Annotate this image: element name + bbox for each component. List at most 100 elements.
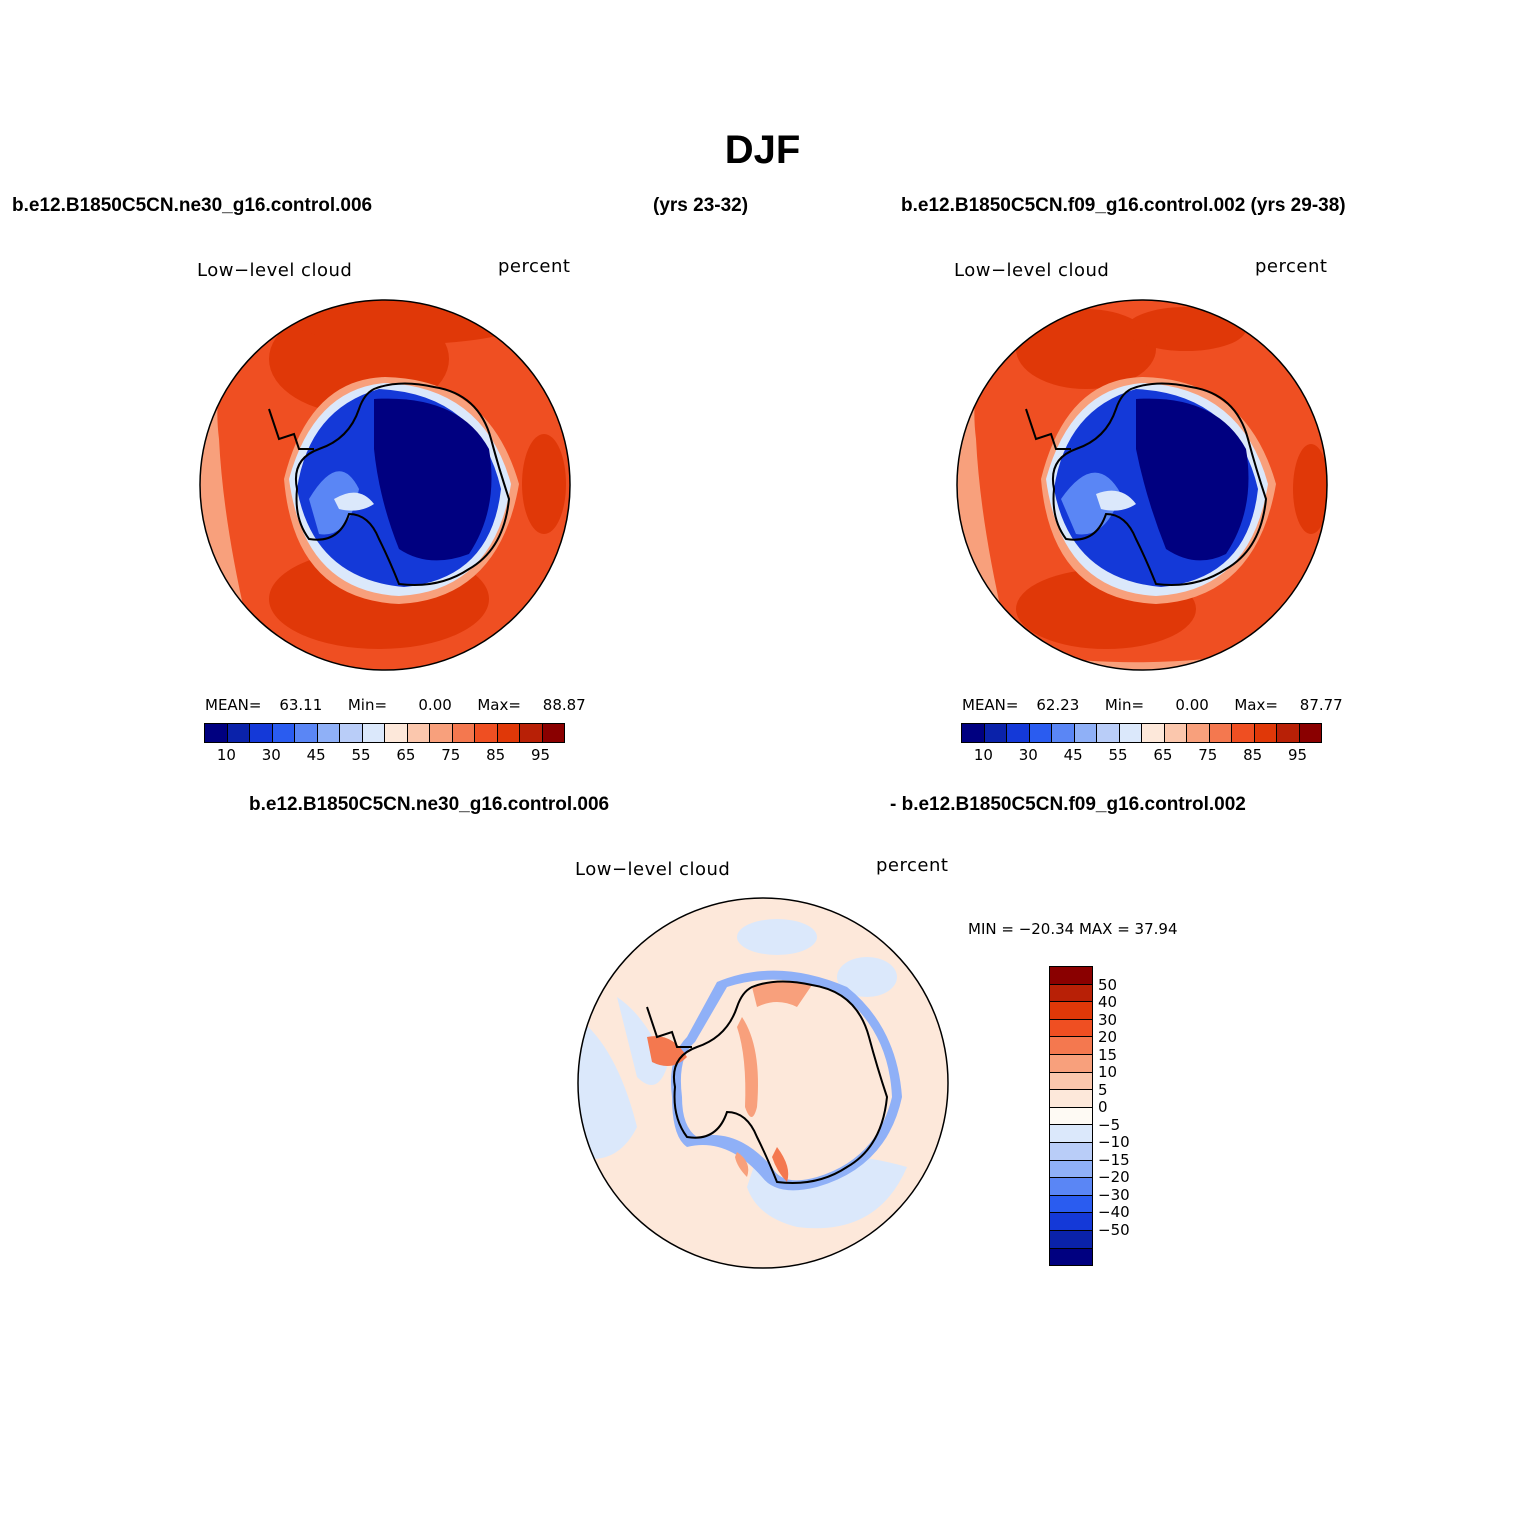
panel3-stats: MIN = −20.34 MAX = 37.94 — [968, 920, 1178, 938]
panel3-variable: Low−level cloud — [575, 859, 731, 880]
panel2-min-label: Min= — [1104, 696, 1145, 714]
colorbar-swatch — [1299, 724, 1321, 742]
colorbar-swatch — [1050, 1160, 1092, 1179]
colorbar-swatch — [1050, 967, 1092, 985]
panel1-variable: Low−level cloud — [197, 260, 353, 281]
panel3-map — [577, 897, 949, 1269]
colorbar-tick-label: −10 — [1098, 1133, 1130, 1152]
colorbar-swatch — [1050, 1213, 1092, 1231]
colorbar-swatch — [542, 724, 564, 742]
panel2-mean: 62.23 — [1036, 696, 1080, 714]
colorbar-swatch — [362, 724, 385, 742]
colorbar-swatch — [1050, 1037, 1092, 1055]
panel3-units: percent — [876, 855, 949, 876]
colorbar-swatch — [1050, 1248, 1092, 1266]
panel1-max-label: Max= — [477, 696, 521, 714]
panel2-colorbar — [961, 723, 1322, 743]
right-case-label: b.e12.B1850C5CN.f09_g16.control.002 (yrs… — [901, 195, 1346, 216]
diff-left-label: b.e12.B1850C5CN.ne30_g16.control.006 — [249, 794, 610, 815]
colorbar-tick-label: 5 — [1098, 1080, 1108, 1099]
colorbar-swatch — [1029, 724, 1052, 742]
colorbar-tick-label: 15 — [1098, 1045, 1118, 1064]
panel1-min-label: Min= — [347, 696, 388, 714]
colorbar-swatch — [272, 724, 295, 742]
colorbar-swatch — [1164, 724, 1187, 742]
panel2-units: percent — [1255, 256, 1328, 277]
panel2-max-label: Max= — [1234, 696, 1278, 714]
panel1-mean-label: MEAN= — [205, 696, 262, 714]
colorbar-swatch — [1232, 724, 1255, 742]
colorbar-tick-label: 55 — [351, 746, 371, 764]
colorbar-swatch — [1050, 1072, 1092, 1091]
colorbar-swatch — [385, 724, 408, 742]
colorbar-tick-label: 55 — [1108, 746, 1128, 764]
panel2-deep-cloud-north — [1016, 309, 1156, 389]
colorbar-tick-label: 65 — [396, 746, 416, 764]
panel2-map — [956, 299, 1328, 671]
panel1-mean: 63.11 — [279, 696, 323, 714]
panel3-coastline — [673, 980, 889, 1184]
panel1-units: percent — [498, 256, 571, 277]
colorbar-swatch — [497, 724, 520, 742]
colorbar-swatch — [1050, 1142, 1092, 1161]
colorbar-tick-label: −40 — [1098, 1203, 1130, 1222]
panel1-min: 0.00 — [418, 696, 452, 714]
colorbar-swatch — [295, 724, 318, 742]
colorbar-tick-label: −30 — [1098, 1185, 1130, 1204]
colorbar-swatch — [1050, 1107, 1092, 1126]
left-case-label: b.e12.B1850C5CN.ne30_g16.control.006 — [12, 195, 373, 216]
colorbar-tick-label: 45 — [1063, 746, 1083, 764]
panel2-stats: MEAN= 62.23 Min= 0.00 Max= 87.77 — [962, 696, 1343, 714]
colorbar-swatch — [205, 724, 228, 742]
panel2-coastline — [1052, 382, 1268, 586]
colorbar-tick-label: 50 — [1098, 975, 1118, 994]
colorbar-tick-label: 30 — [261, 746, 281, 764]
panel1-map — [199, 299, 571, 671]
colorbar-swatch — [1050, 1054, 1092, 1073]
colorbar-swatch — [407, 724, 430, 742]
colorbar-tick-label: 0 — [1098, 1098, 1108, 1117]
colorbar-swatch — [1050, 1195, 1092, 1214]
colorbar-swatch — [1074, 724, 1097, 742]
panel2-max: 87.77 — [1299, 696, 1343, 714]
colorbar-swatch — [1187, 724, 1210, 742]
colorbar-tick-label: 85 — [1243, 746, 1263, 764]
colorbar-swatch — [317, 724, 340, 742]
colorbar-tick-label: 10 — [973, 746, 993, 764]
panel1-stats: MEAN= 63.11 Min= 0.00 Max= 88.87 — [205, 696, 586, 714]
panel3-colorbar — [1049, 966, 1093, 1266]
colorbar-swatch — [1050, 984, 1092, 1003]
colorbar-swatch — [1050, 1090, 1092, 1108]
colorbar-swatch — [1119, 724, 1142, 742]
colorbar-swatch — [1050, 1002, 1092, 1020]
colorbar-swatch — [520, 724, 543, 742]
colorbar-swatch — [1277, 724, 1300, 742]
colorbar-swatch — [250, 724, 273, 742]
colorbar-tick-label: 40 — [1098, 993, 1118, 1012]
colorbar-swatch — [340, 724, 363, 742]
colorbar-swatch — [227, 724, 250, 742]
colorbar-swatch — [430, 724, 453, 742]
colorbar-tick-label: 30 — [1018, 746, 1038, 764]
colorbar-tick-label: 45 — [306, 746, 326, 764]
colorbar-tick-label: −15 — [1098, 1150, 1130, 1169]
colorbar-swatch — [1097, 724, 1120, 742]
colorbar-swatch — [984, 724, 1007, 742]
colorbar-tick-label: 75 — [1198, 746, 1218, 764]
colorbar-tick-label: 30 — [1098, 1010, 1118, 1029]
panel1-coastline — [295, 382, 511, 586]
colorbar-tick-label: 95 — [531, 746, 551, 764]
colorbar-swatch — [1007, 724, 1030, 742]
colorbar-tick-label: −20 — [1098, 1168, 1130, 1187]
panel3-negative-region-west — [578, 1017, 637, 1159]
colorbar-swatch — [1052, 724, 1075, 742]
panel2-min: 0.00 — [1175, 696, 1209, 714]
colorbar-tick-label: 10 — [216, 746, 236, 764]
panel3-positive-streak — [737, 1017, 758, 1117]
colorbar-swatch — [1142, 724, 1165, 742]
panel1-max: 88.87 — [542, 696, 586, 714]
colorbar-tick-label: 65 — [1153, 746, 1173, 764]
colorbar-tick-label: −5 — [1098, 1115, 1121, 1134]
colorbar-swatch — [1050, 1178, 1092, 1196]
colorbar-swatch — [1050, 1125, 1092, 1143]
